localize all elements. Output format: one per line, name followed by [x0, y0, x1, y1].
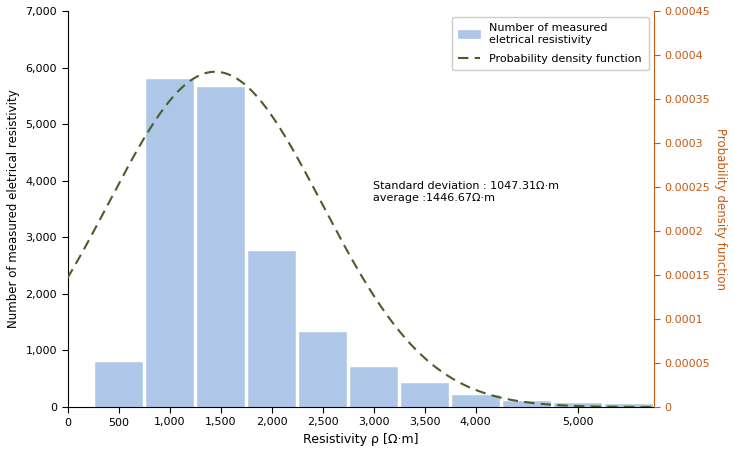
X-axis label: Resistivity ρ [Ω·m]: Resistivity ρ [Ω·m]: [303, 433, 418, 446]
Y-axis label: Number of measured eletrical resistivity: Number of measured eletrical resistivity: [7, 90, 20, 328]
Y-axis label: Probability density function: Probability density function: [714, 128, 727, 290]
Bar: [248, 251, 295, 407]
Legend: Number of measured
eletrical resistivity, Probability density function: Number of measured eletrical resistivity…: [451, 16, 649, 70]
Bar: [401, 383, 448, 407]
Bar: [350, 367, 397, 407]
Bar: [452, 395, 499, 407]
Bar: [299, 332, 346, 407]
Bar: [606, 404, 653, 407]
Bar: [197, 87, 244, 407]
Bar: [146, 79, 193, 407]
Text: Standard deviation : 1047.31Ω·m
average :1446.67Ω·m: Standard deviation : 1047.31Ω·m average …: [373, 181, 559, 203]
Bar: [554, 403, 601, 407]
Bar: [504, 401, 550, 407]
Bar: [95, 362, 142, 407]
